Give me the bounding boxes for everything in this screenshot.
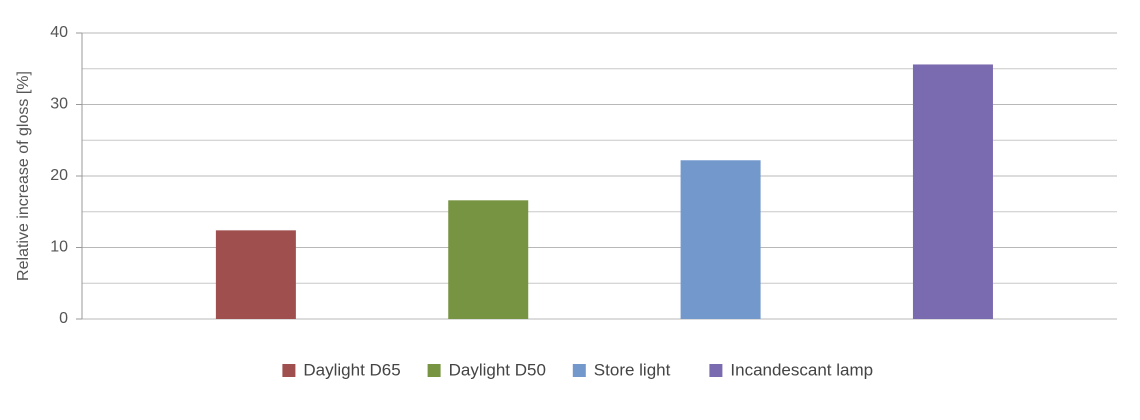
y-tick-label: 10 (50, 239, 68, 256)
legend-swatch (709, 364, 723, 377)
legend-label: Incandescant lamp (730, 360, 873, 379)
legend-swatch (427, 364, 441, 377)
legend-swatch (572, 364, 586, 377)
y-tick-label: 20 (50, 167, 68, 184)
bar (215, 230, 296, 319)
legend-label: Daylight D50 (449, 360, 546, 379)
y-tick-label: 30 (50, 96, 68, 113)
bar (680, 160, 761, 319)
legend-label: Daylight D65 (303, 360, 400, 379)
bar (448, 200, 529, 319)
legend: Daylight D65 Daylight D50 Store light Incan… (282, 360, 873, 379)
y-tick-label: 0 (59, 310, 68, 327)
y-tick-label: 40 (50, 24, 68, 41)
y-axis-label: Relative increase of gloss [%] (15, 71, 32, 281)
bar (912, 64, 993, 320)
legend-label: Store light (594, 360, 671, 379)
legend-swatch (282, 364, 296, 377)
